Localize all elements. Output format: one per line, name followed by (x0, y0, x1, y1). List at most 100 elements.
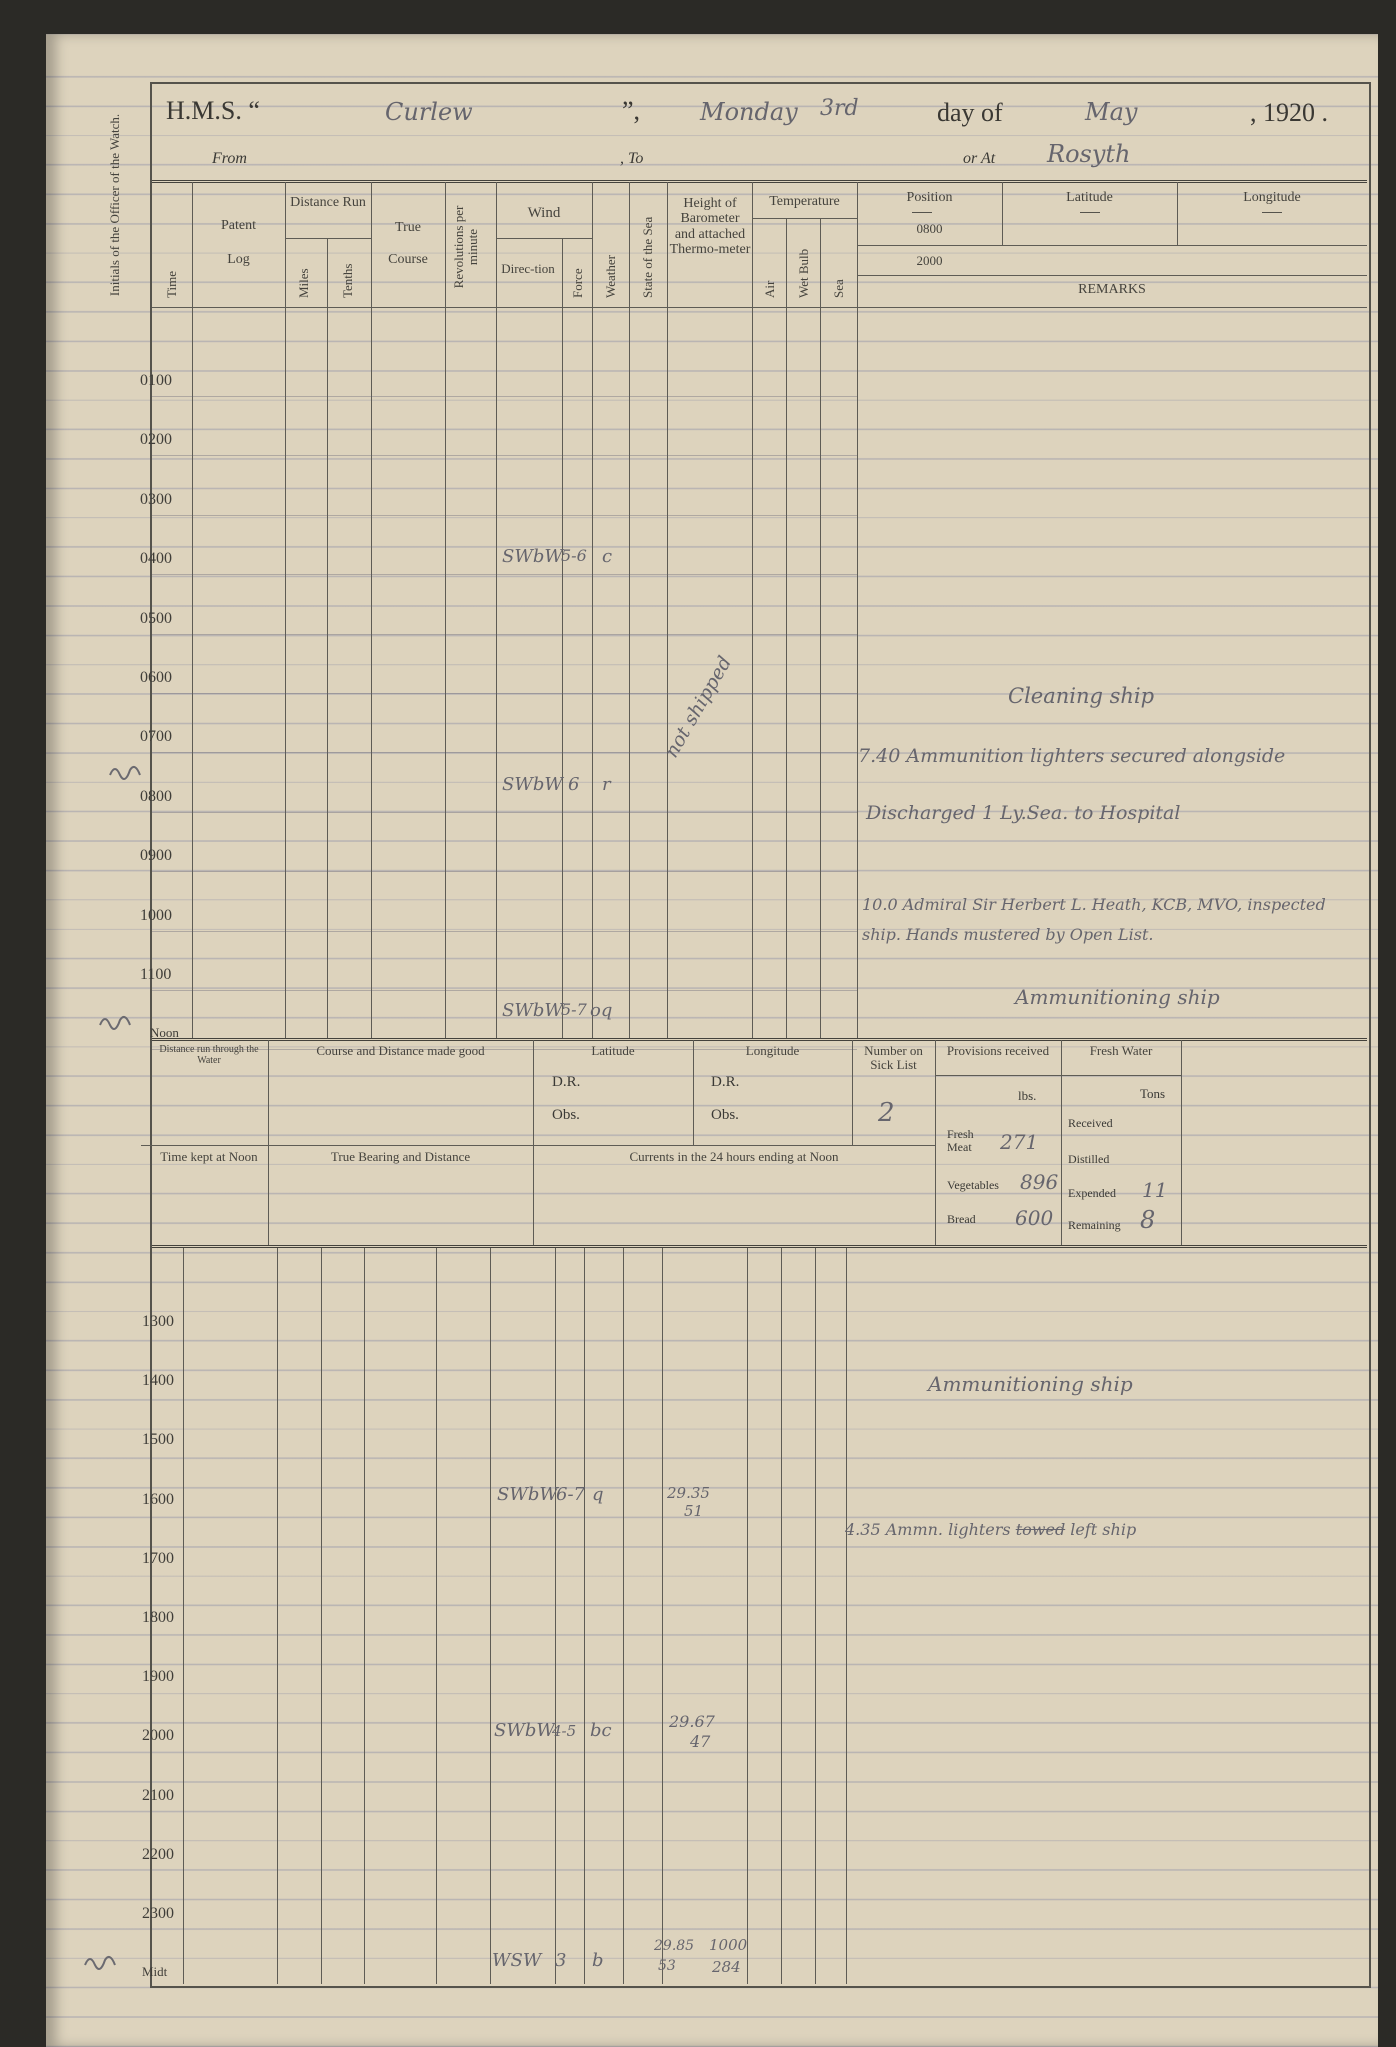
or-at-label: or At (963, 150, 996, 167)
thermometer-1600: 51 (684, 1502, 704, 1520)
col-weather: Weather (603, 255, 618, 298)
col-log: Log (227, 252, 250, 267)
hour-label: Midt (142, 1964, 168, 1980)
initials-signature (109, 765, 141, 780)
column-rule (592, 182, 593, 1038)
hms-label: H.M.S. “ (166, 96, 260, 125)
column-rule (815, 1248, 816, 1984)
column-rule (752, 182, 753, 1038)
wind-force-0800: 6 (568, 774, 580, 795)
hour-label: 1400 (142, 1372, 174, 1390)
barometer-1600: 29.35 (667, 1484, 710, 1502)
wind-dir-1600: SWbW (497, 1484, 558, 1505)
initials-signature (84, 1955, 116, 1970)
column-rule (562, 238, 563, 1038)
remaining-value: 8 (1140, 1206, 1156, 1234)
year: , 1920 . (1250, 98, 1328, 127)
remark-struck: towed (1015, 1520, 1066, 1539)
column-rule (781, 1248, 782, 1984)
column-rule (192, 182, 193, 1038)
day-number: 3rd (820, 96, 859, 121)
col-barometer: Height of Barometer and attached Thermo-… (669, 196, 751, 258)
noon-latitude-label: Latitude (591, 1043, 635, 1058)
weather-midt: b (592, 1950, 604, 1971)
column-rule (623, 1248, 624, 1984)
hour-label: 0300 (140, 490, 172, 508)
true-bearing-label: True Bearing and Distance (330, 1149, 471, 1164)
wind-force-noon: 5-7 (561, 1000, 587, 1019)
received-label: Received (1068, 1116, 1113, 1130)
remark: ship. Hands mustered by Open List. (862, 925, 1154, 944)
col-course: Course (388, 252, 428, 267)
weather-noon: oq (590, 1000, 613, 1021)
column-rule (371, 182, 372, 1038)
wind-force-1600: 6-7 (556, 1484, 585, 1505)
currents-label: Currents in the 24 hours ending at Noon (629, 1149, 839, 1164)
sick-list-label: Number on Sick List (864, 1043, 923, 1073)
lon-dr: D.R. (711, 1074, 740, 1090)
month: May (1085, 98, 1138, 126)
hour-rule (152, 514, 857, 516)
position-label: Position (906, 190, 953, 205)
wind-dir-0400: SWbW (502, 546, 563, 567)
hour-rule (152, 752, 857, 754)
hour-label: 1000 (140, 906, 172, 924)
hour-label: 2000 (142, 1727, 174, 1745)
dist-run-label: Distance run through the Water (159, 1044, 259, 1066)
remark: Ammunitioning ship (1015, 985, 1220, 1009)
column-rule (584, 1248, 585, 1984)
wind-force-0400: 5-6 (561, 546, 587, 565)
col-revolutions: Revolutions per minute (451, 205, 480, 289)
wind-force-2000: 4-5 (552, 1722, 577, 1740)
from-label: From (212, 150, 247, 167)
remark: Ammunitioning ship (928, 1372, 1133, 1396)
lat-obs: Obs. (552, 1107, 580, 1123)
hour-label: 0400 (140, 550, 172, 568)
weather-2000: bc (590, 1720, 612, 1741)
course-made-good-label: Course and Distance made good (316, 1043, 485, 1058)
column-rule (496, 182, 497, 1038)
sick-count: 2 (878, 1098, 895, 1128)
to-label: , To (620, 150, 644, 167)
column-rule (747, 1248, 748, 1984)
lon-obs: Obs. (711, 1107, 739, 1123)
wind-dir-noon: SWbW (502, 1000, 563, 1021)
col-state-of-sea: State of the Sea (640, 216, 655, 298)
hour-label: 2300 (142, 1905, 174, 1922)
bread-value: 600 (1015, 1206, 1054, 1230)
vegetables-value: 896 (1020, 1170, 1059, 1194)
remark-part: 4.35 Ammn. lighters (845, 1520, 1011, 1539)
column-rule (786, 218, 787, 1038)
column-rule (327, 238, 328, 1038)
hour-label: 0200 (140, 431, 172, 449)
officer-initials-label: Initials of the Officer of the Watch. (107, 113, 122, 297)
ship-name: Curlew (385, 98, 473, 126)
hour-label: 0800 (140, 787, 172, 805)
wind-dir-midt: WSW (492, 1950, 542, 1971)
hour-label: 1900 (142, 1668, 174, 1686)
col-miles: Miles (296, 268, 311, 298)
col-sea: Sea (831, 279, 846, 298)
hour-rule (152, 871, 857, 873)
position-0800: 0800 (916, 221, 943, 236)
hour-label: 1800 (142, 1609, 174, 1626)
hour-label: 0600 (140, 669, 172, 686)
time-kept-label: Time kept at Noon (160, 1149, 258, 1164)
barometer-2000: 29.67 (669, 1712, 715, 1731)
column-rule (846, 1248, 847, 1984)
column-rule (667, 182, 668, 1038)
column-rule (285, 182, 286, 1038)
thermometer-midt: 53 (658, 1958, 676, 1974)
log-reading-b: 284 (712, 1958, 741, 1976)
provisions-label: Provisions received (946, 1043, 1050, 1058)
hour-rule (152, 574, 857, 576)
hour-label: 0500 (140, 609, 172, 627)
lat-dr: D.R. (552, 1074, 581, 1090)
initials-signature (99, 1015, 131, 1030)
hour-rule (152, 1049, 857, 1051)
col-patent: Patent (221, 218, 256, 233)
remark: Cleaning ship (1008, 684, 1155, 708)
log-reading-a: 1000 (709, 1936, 748, 1954)
hour-label: 1700 (142, 1549, 174, 1567)
longitude-label: Longitude (1243, 190, 1301, 205)
